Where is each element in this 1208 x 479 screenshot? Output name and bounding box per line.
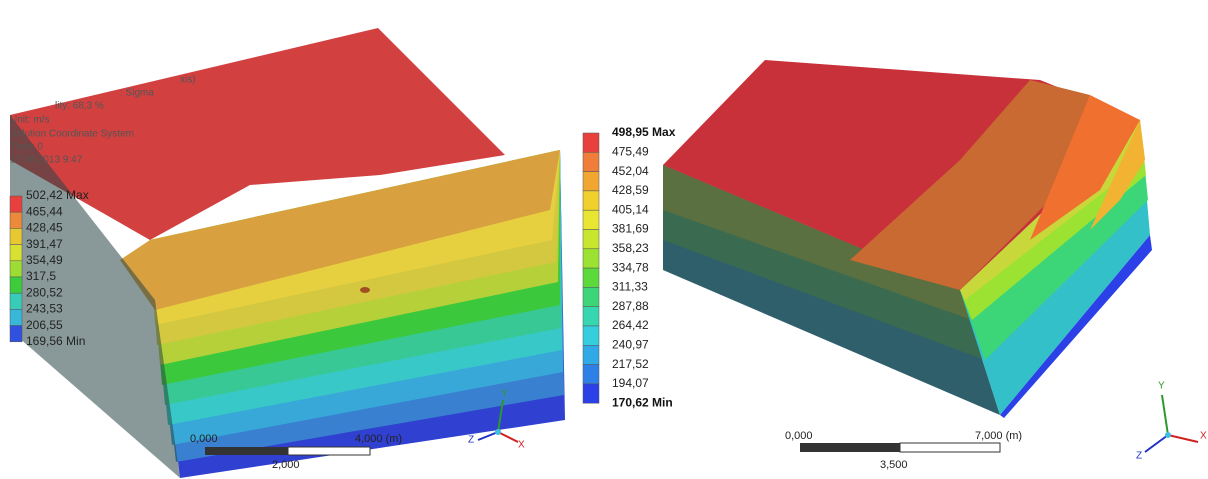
scale-mid: 2,000 (272, 459, 300, 471)
left-model (10, 28, 565, 478)
axis-z-label: Z (1136, 451, 1142, 462)
right-triad (1144, 394, 1199, 453)
right-scale-bar (800, 442, 1001, 453)
legend-swatch (9, 276, 23, 294)
left-triad (477, 399, 519, 443)
legend-swatch (582, 325, 600, 346)
legend-swatch (9, 325, 23, 343)
legend-swatch (9, 211, 23, 229)
info-line: xis) (180, 75, 196, 86)
scale-start: 0,000 (190, 433, 218, 445)
info-line: 17.06.2013 9:47 (10, 155, 83, 166)
legend-label: 287,88 (612, 299, 649, 313)
legend-label: 194,07 (612, 376, 649, 390)
legend-swatch (582, 364, 600, 385)
legend-label: 452,04 (612, 164, 649, 178)
legend-label: 311,33 (612, 280, 648, 294)
legend-swatch (582, 248, 600, 269)
legend-label: 381,69 (612, 222, 649, 236)
legend-label: 428,59 (612, 183, 649, 197)
legend-label: 334,78 (612, 260, 649, 274)
legend-swatch (582, 229, 600, 250)
legend-swatch (9, 309, 23, 326)
legend-swatch (9, 260, 23, 278)
legend-swatch (582, 345, 600, 365)
legend-swatch (9, 292, 23, 310)
legend-swatch (9, 228, 23, 245)
legend-label: 243,53 (26, 302, 63, 316)
scale-end: 7,000 (m) (975, 430, 1022, 442)
legend-label: 465,44 (26, 204, 63, 218)
legend-label: 428,45 (26, 221, 63, 235)
legend-label: 240,97 (612, 337, 649, 351)
info-line: : Sigma (120, 88, 154, 99)
axis-x-label: X (1200, 431, 1207, 442)
info-line: Time: 0 (10, 142, 43, 153)
scale-mid: 3,500 (880, 459, 908, 471)
legend-label: 264,42 (612, 318, 649, 332)
legend-swatch (9, 244, 23, 262)
legend-label: 170,62 Min (612, 395, 673, 409)
legend-swatch (582, 306, 600, 327)
left-scale-bar (205, 446, 371, 456)
info-line: lity: 68,3 % (55, 101, 104, 112)
axis-y-label: Y (1158, 381, 1165, 392)
legend-swatch (582, 132, 600, 153)
right-model (663, 60, 1152, 418)
scale-end: 4,000 (m) (355, 433, 402, 445)
legend-label: 217,52 (612, 357, 649, 371)
info-line: Unit: m/s (10, 115, 49, 126)
legend-label: 280,52 (26, 285, 63, 299)
legend-swatch (582, 190, 600, 211)
legend-swatch (582, 209, 600, 230)
legend-label: 317,5 (26, 269, 56, 283)
scale-start: 0,000 (785, 430, 813, 442)
axis-x-label: X (518, 440, 525, 451)
legend-swatch (582, 171, 600, 192)
legend-swatch (582, 287, 600, 307)
axis-y-label: Y (501, 389, 508, 400)
axis-z-label: Z (468, 435, 474, 446)
legend-label: 358,23 (612, 241, 649, 255)
legend-swatch (9, 195, 23, 213)
legend-label: 354,49 (26, 253, 63, 267)
legend-swatch (582, 152, 600, 172)
info-line: Solution Coordinate System (10, 129, 134, 140)
legend-label: 169,56 Min (26, 334, 85, 348)
legend-label: 475,49 (612, 144, 649, 158)
legend-label: 206,55 (26, 318, 63, 332)
legend-label: 405,14 (612, 202, 649, 216)
legend-swatch (582, 383, 600, 404)
legend-label: 391,47 (26, 237, 63, 251)
legend-label: 498,95 Max (612, 125, 676, 139)
legend-label: 502,42 Max (26, 188, 89, 202)
legend-swatch (582, 267, 600, 288)
